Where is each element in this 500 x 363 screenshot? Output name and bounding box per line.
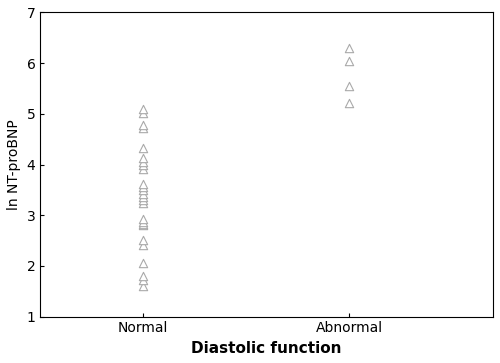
Point <box>139 273 147 279</box>
Point <box>139 242 147 248</box>
Point <box>139 162 147 167</box>
Point <box>139 159 147 165</box>
Point <box>139 187 147 193</box>
Point <box>139 200 147 205</box>
Point <box>139 216 147 222</box>
Point <box>139 181 147 187</box>
Point <box>139 156 147 162</box>
Point <box>139 110 147 116</box>
Point <box>139 237 147 242</box>
Point <box>139 283 147 289</box>
Point <box>139 261 147 266</box>
Point <box>139 195 147 200</box>
Point <box>345 58 353 64</box>
Point <box>139 277 147 283</box>
Point <box>139 220 147 225</box>
Point <box>139 106 147 112</box>
Point <box>345 45 353 51</box>
Point <box>139 221 147 227</box>
X-axis label: Diastolic function: Diastolic function <box>192 341 342 356</box>
Point <box>345 100 353 106</box>
Point <box>139 166 147 171</box>
Point <box>139 197 147 203</box>
Point <box>139 146 147 151</box>
Y-axis label: ln NT-proBNP: ln NT-proBNP <box>7 119 21 210</box>
Point <box>139 184 147 190</box>
Point <box>139 125 147 131</box>
Point <box>139 223 147 228</box>
Point <box>345 83 353 89</box>
Point <box>139 191 147 197</box>
Point <box>139 122 147 128</box>
